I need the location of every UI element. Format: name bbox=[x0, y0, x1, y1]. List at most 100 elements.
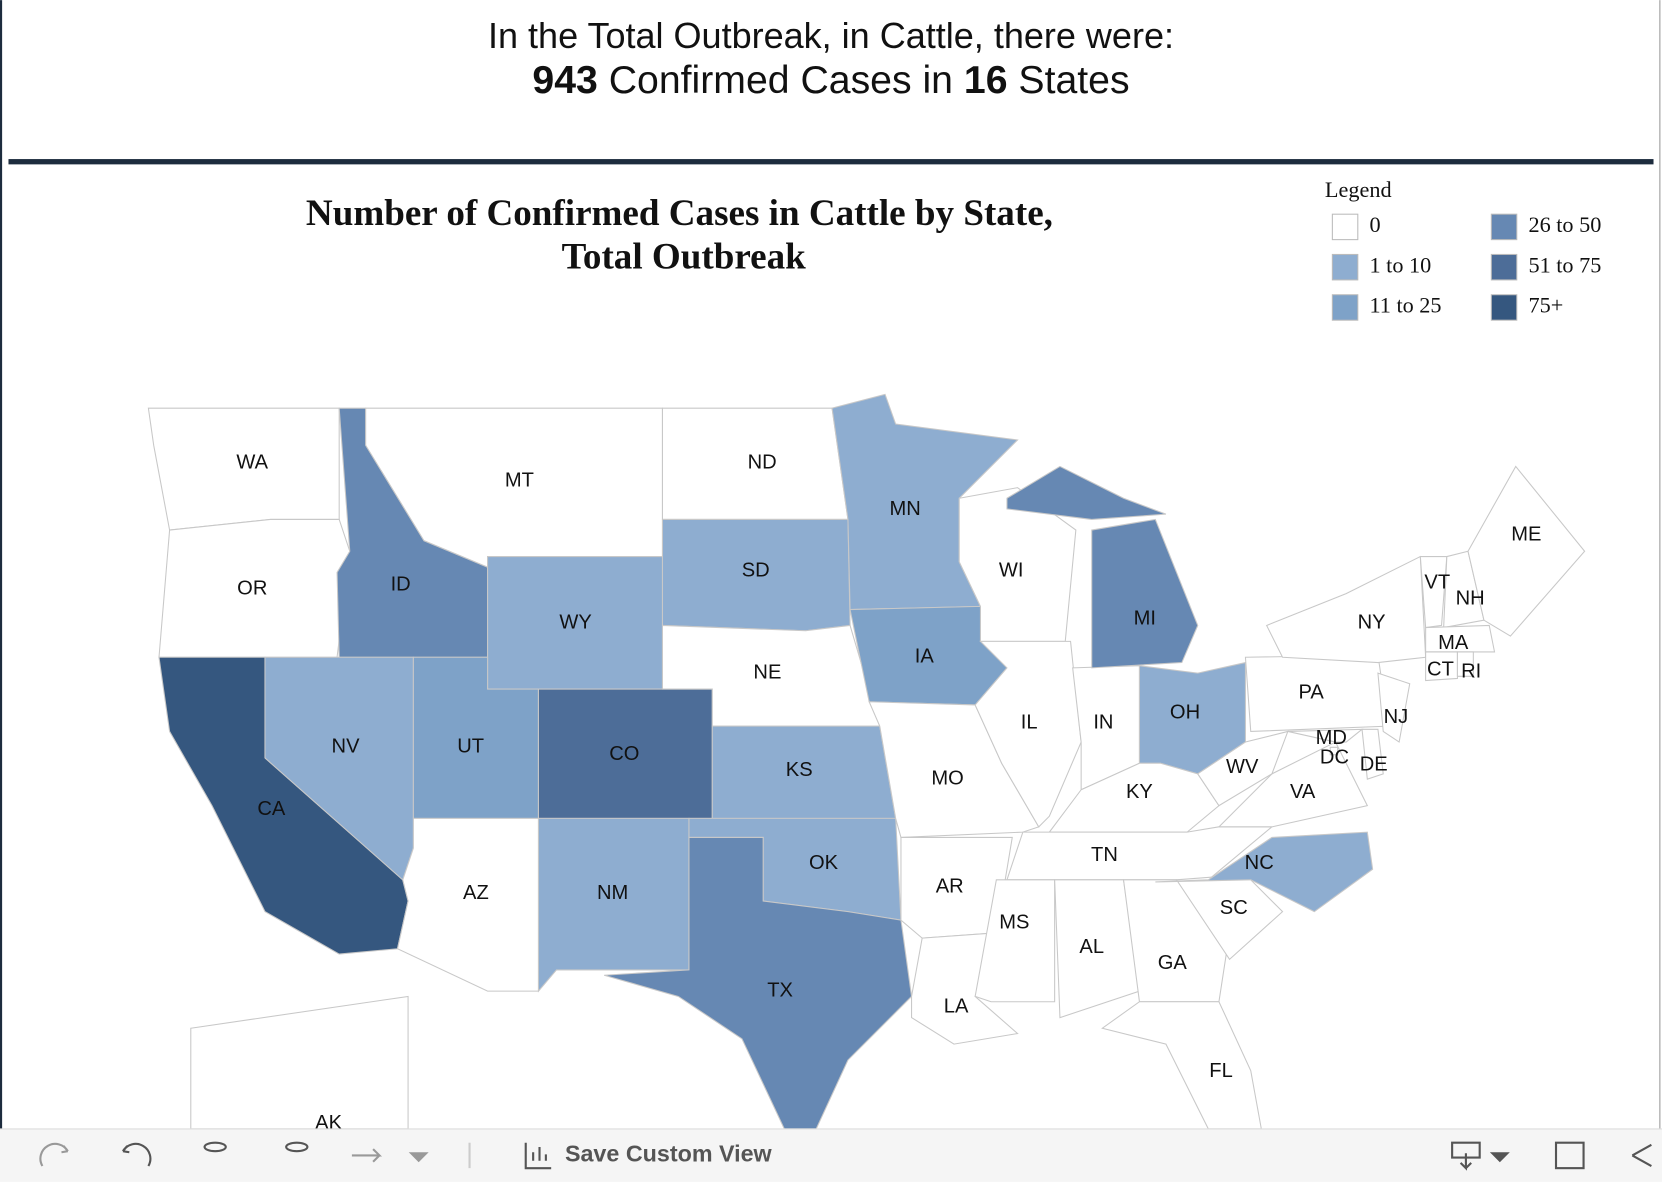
state-label: PA bbox=[1298, 682, 1324, 704]
dropdown[interactable] bbox=[408, 1152, 429, 1163]
state-label: MA bbox=[1438, 632, 1469, 654]
redo-icon[interactable] bbox=[39, 1142, 69, 1167]
state-label: NE bbox=[753, 661, 781, 683]
legend-label: 0 bbox=[1369, 212, 1380, 237]
map-title: Number of Confirmed Cases in Cattle by S… bbox=[306, 193, 1053, 234]
state[interactable] bbox=[1425, 624, 1496, 653]
state-label: WI bbox=[999, 560, 1024, 582]
state-label: OH bbox=[1170, 702, 1200, 724]
states-text: States bbox=[1018, 59, 1129, 102]
state-label: NM bbox=[597, 882, 628, 904]
legend-swatch bbox=[1490, 294, 1518, 321]
state[interactable] bbox=[1155, 831, 1374, 913]
custom-view-icon[interactable] bbox=[524, 1142, 552, 1170]
state-label: IA bbox=[915, 646, 935, 668]
toolbar-icons bbox=[39, 1141, 1652, 1171]
state-label: CA bbox=[257, 798, 286, 820]
save-custom-view[interactable]: Save Custom View bbox=[565, 1141, 773, 1167]
state-label: KY bbox=[1126, 781, 1153, 803]
state-label: MI bbox=[1134, 607, 1156, 629]
state-label: MD bbox=[1316, 727, 1347, 749]
state[interactable] bbox=[1425, 651, 1458, 682]
map bbox=[147, 393, 1586, 1130]
header-line2: 943 Confirmed Cases in 16 States bbox=[532, 59, 1129, 102]
state-label: NV bbox=[332, 736, 361, 758]
legend-label: 75+ bbox=[1528, 293, 1563, 318]
state-label: WA bbox=[236, 452, 268, 474]
state-label: ND bbox=[748, 452, 777, 474]
legend-title: Legend bbox=[1325, 177, 1392, 202]
state-label: WY bbox=[559, 612, 591, 634]
state-label: MN bbox=[890, 498, 921, 520]
state[interactable] bbox=[1456, 651, 1474, 677]
state-label: UT bbox=[457, 736, 484, 758]
revert-icon[interactable] bbox=[203, 1141, 227, 1153]
state[interactable] bbox=[1197, 730, 1289, 807]
state-label: VT bbox=[1424, 571, 1450, 593]
state-label: IN bbox=[1093, 711, 1113, 733]
cases-count: 943 bbox=[532, 59, 597, 102]
fullscreen-icon[interactable] bbox=[1554, 1141, 1585, 1170]
legend-label: 1 to 10 bbox=[1369, 252, 1431, 277]
state-label: ID bbox=[391, 573, 411, 595]
state-label: OR bbox=[237, 578, 267, 600]
state[interactable] bbox=[1377, 672, 1411, 743]
states-count: 16 bbox=[964, 59, 1008, 102]
state[interactable] bbox=[1329, 746, 1339, 756]
state-label: DE bbox=[1360, 754, 1388, 776]
cases-text: Confirmed Cases in bbox=[609, 59, 953, 102]
state-label: AL bbox=[1079, 936, 1104, 958]
legend-swatch bbox=[1490, 253, 1518, 281]
undo-icon[interactable] bbox=[122, 1142, 152, 1167]
state-labels: WA OR CA ID MT WY NV UT AZ CO NM ND SD NE KS OK TX MN IA MO… bbox=[236, 452, 1541, 1134]
state-label: GA bbox=[1158, 952, 1188, 974]
state[interactable] bbox=[604, 836, 913, 1130]
state-label: LA bbox=[944, 995, 969, 1017]
state[interactable] bbox=[1419, 556, 1448, 629]
state-label: KS bbox=[786, 759, 813, 781]
map-title: Total Outbreak bbox=[562, 236, 807, 277]
share-icon[interactable] bbox=[1631, 1143, 1652, 1167]
state[interactable] bbox=[1361, 728, 1384, 780]
state-label: IL bbox=[1021, 711, 1038, 733]
state-label: MT bbox=[505, 470, 534, 492]
state-label: TX bbox=[767, 979, 793, 1001]
state[interactable] bbox=[974, 879, 1056, 1003]
state-label: OK bbox=[809, 852, 839, 874]
state-label: SD bbox=[742, 560, 770, 582]
legend-swatch bbox=[1331, 294, 1359, 321]
legend: 0 1 to 10 11 to 25 26 to 50 51 to 75 75+ bbox=[1331, 212, 1601, 321]
legend-swatch bbox=[1331, 253, 1359, 281]
state-label: CT bbox=[1427, 658, 1454, 680]
state[interactable] bbox=[1467, 465, 1586, 637]
state-label: NH bbox=[1456, 587, 1485, 609]
state-label: NJ bbox=[1384, 706, 1409, 728]
state-label: VA bbox=[1290, 781, 1316, 803]
state-label: NY bbox=[1358, 612, 1386, 634]
legend-swatch bbox=[1331, 213, 1359, 241]
state-label: WV bbox=[1226, 756, 1259, 778]
legend-label: 51 to 75 bbox=[1528, 252, 1601, 277]
state[interactable] bbox=[1287, 728, 1364, 743]
state-label: CO bbox=[609, 743, 639, 765]
divider bbox=[8, 159, 1654, 165]
forward-icon[interactable] bbox=[351, 1148, 383, 1163]
toolbar bbox=[0, 1128, 1662, 1182]
legend-label: 11 to 25 bbox=[1369, 293, 1441, 318]
state-label: ME bbox=[1511, 524, 1541, 546]
state-label: AZ bbox=[463, 882, 489, 904]
refresh-icon[interactable] bbox=[285, 1141, 309, 1153]
state-label: FL bbox=[1209, 1060, 1233, 1082]
state[interactable] bbox=[537, 817, 690, 993]
state[interactable] bbox=[1006, 465, 1199, 669]
state-label: RI bbox=[1461, 660, 1481, 682]
download-icon[interactable] bbox=[1451, 1141, 1481, 1171]
legend-swatch bbox=[1490, 213, 1518, 241]
header-line1: In the Total Outbreak, in Cattle, there … bbox=[488, 15, 1174, 56]
download-dropdown[interactable] bbox=[1489, 1152, 1510, 1163]
state-label: AR bbox=[936, 876, 964, 898]
state-label: MS bbox=[999, 912, 1029, 934]
state[interactable] bbox=[1217, 741, 1369, 828]
